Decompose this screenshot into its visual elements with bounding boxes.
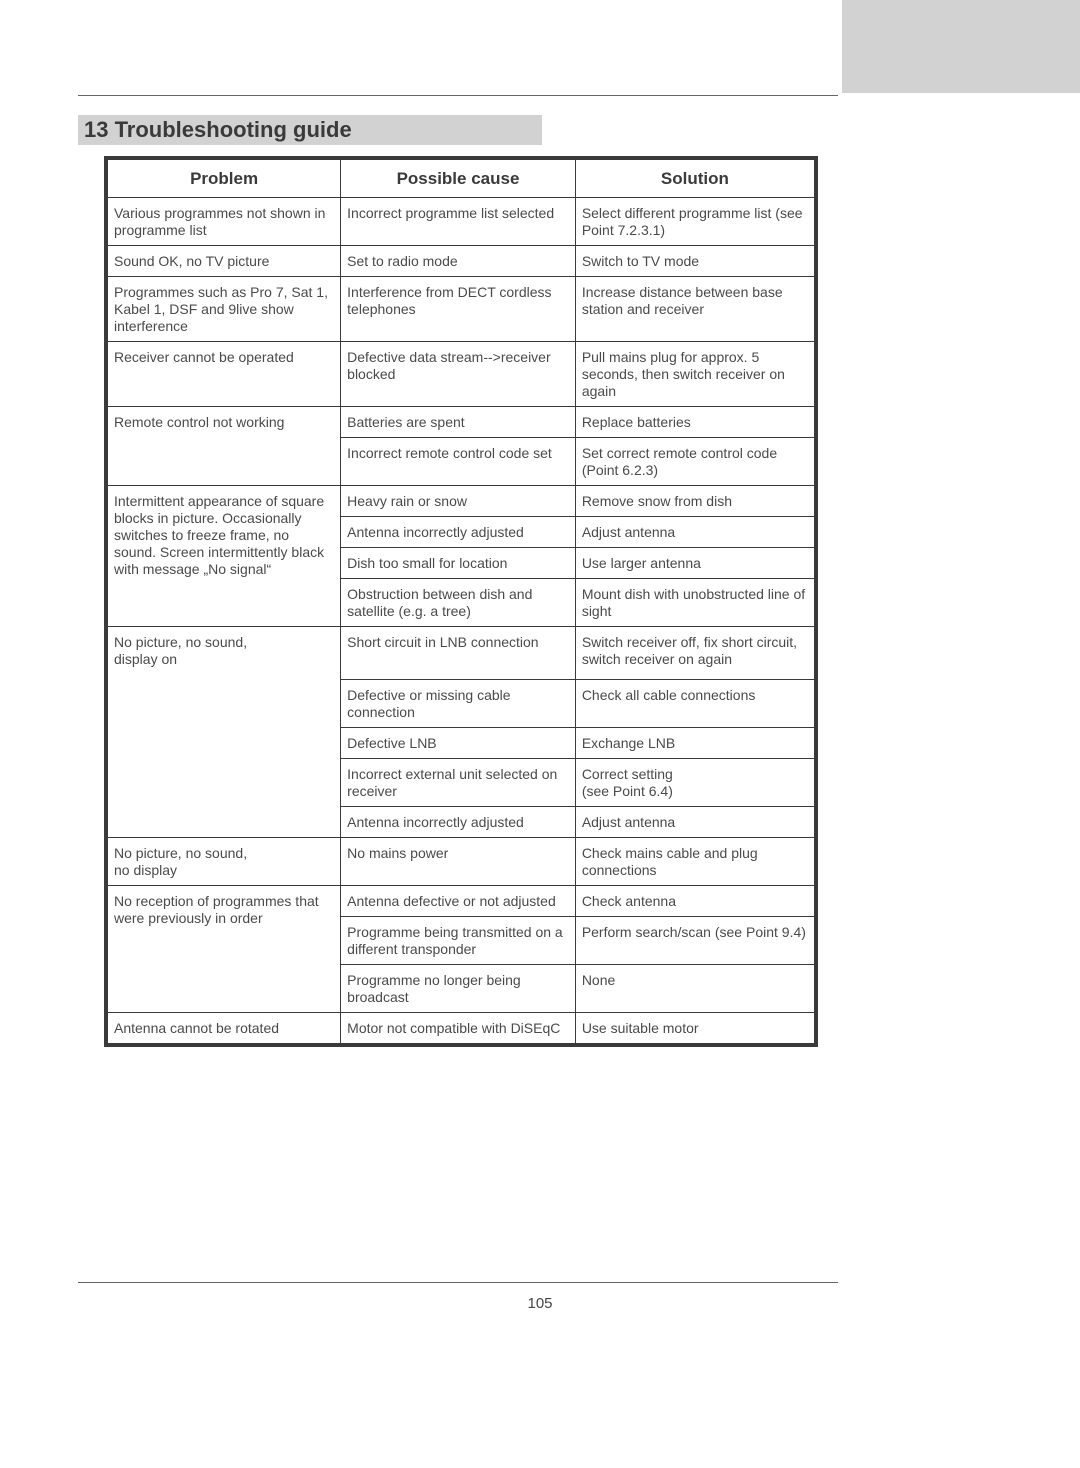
cell-solution: Mount dish with unobstructed line of sig… bbox=[575, 579, 816, 627]
table-header-row: Problem Possible cause Solution bbox=[106, 158, 816, 198]
cell-problem: Antenna cannot be rotated bbox=[106, 1013, 341, 1046]
cell-solution: Select different programme list (see Poi… bbox=[575, 198, 816, 246]
cell-cause: Incorrect remote control code set bbox=[341, 438, 576, 486]
table-row: Intermittent appearance of square blocks… bbox=[106, 486, 816, 517]
cell-solution: None bbox=[575, 965, 816, 1013]
cell-solution: Adjust antenna bbox=[575, 517, 816, 548]
cell-solution: Remove snow from dish bbox=[575, 486, 816, 517]
page-number: 105 bbox=[0, 1295, 1080, 1312]
table-row: Antenna cannot be rotatedMotor not compa… bbox=[106, 1013, 816, 1046]
cell-problem: No picture, no sound,display on bbox=[106, 627, 341, 838]
cell-solution: Check antenna bbox=[575, 886, 816, 917]
table-row: Sound OK, no TV pictureSet to radio mode… bbox=[106, 246, 816, 277]
troubleshooting-table: Problem Possible cause Solution Various … bbox=[104, 156, 818, 1047]
table-row: Receiver cannot be operatedDefective dat… bbox=[106, 342, 816, 407]
table-row: No picture, no sound,display onShort cir… bbox=[106, 627, 816, 680]
cell-cause: Antenna defective or not adjusted bbox=[341, 886, 576, 917]
cell-cause: Heavy rain or snow bbox=[341, 486, 576, 517]
cell-problem: No reception of programmes that were pre… bbox=[106, 886, 341, 1013]
cell-problem: Various programmes not shown in programm… bbox=[106, 198, 341, 246]
cell-solution: Exchange LNB bbox=[575, 728, 816, 759]
bottom-rule bbox=[78, 1282, 838, 1283]
cell-cause: Short circuit in LNB connection bbox=[341, 627, 576, 680]
cell-problem: Receiver cannot be operated bbox=[106, 342, 341, 407]
cell-cause: Set to radio mode bbox=[341, 246, 576, 277]
cell-problem: No picture, no sound,no display bbox=[106, 838, 341, 886]
cell-cause: Defective LNB bbox=[341, 728, 576, 759]
cell-solution: Use larger antenna bbox=[575, 548, 816, 579]
cell-cause: Incorrect programme list selected bbox=[341, 198, 576, 246]
manual-page: 13 Troubleshooting guide Problem Possibl… bbox=[0, 0, 1080, 1468]
table-row: No reception of programmes that were pre… bbox=[106, 886, 816, 917]
cell-cause: Batteries are spent bbox=[341, 407, 576, 438]
cell-solution: Use suitable motor bbox=[575, 1013, 816, 1046]
cell-cause: Incorrect external unit selected on rece… bbox=[341, 759, 576, 807]
troubleshooting-table-wrap: Problem Possible cause Solution Various … bbox=[104, 156, 818, 1047]
top-rule bbox=[78, 95, 838, 96]
top-grey-block bbox=[842, 0, 1080, 93]
cell-solution: Correct setting(see Point 6.4) bbox=[575, 759, 816, 807]
col-header-cause: Possible cause bbox=[341, 158, 576, 198]
cell-solution: Replace batteries bbox=[575, 407, 816, 438]
cell-cause: Dish too small for location bbox=[341, 548, 576, 579]
cell-cause: Motor not compatible with DiSEqC bbox=[341, 1013, 576, 1046]
col-header-solution: Solution bbox=[575, 158, 816, 198]
cell-problem: Intermittent appearance of square blocks… bbox=[106, 486, 341, 627]
cell-solution: Increase distance between base station a… bbox=[575, 277, 816, 342]
table-row: Various programmes not shown in programm… bbox=[106, 198, 816, 246]
section-heading-bar: 13 Troubleshooting guide bbox=[78, 115, 542, 145]
table-row: Programmes such as Pro 7, Sat 1, Kabel 1… bbox=[106, 277, 816, 342]
cell-problem: Remote control not working bbox=[106, 407, 341, 486]
cell-solution: Perform search/scan (see Point 9.4) bbox=[575, 917, 816, 965]
cell-problem: Sound OK, no TV picture bbox=[106, 246, 341, 277]
cell-solution: Switch receiver off, fix short circuit, … bbox=[575, 627, 816, 680]
col-header-problem: Problem bbox=[106, 158, 341, 198]
cell-solution: Check all cable connections bbox=[575, 680, 816, 728]
cell-cause: Interference from DECT cordless telephon… bbox=[341, 277, 576, 342]
cell-cause: Programme no longer being broadcast bbox=[341, 965, 576, 1013]
cell-cause: Antenna incorrectly adjusted bbox=[341, 517, 576, 548]
table-row: Remote control not workingBatteries are … bbox=[106, 407, 816, 438]
cell-cause: Defective data stream-->receiver blocked bbox=[341, 342, 576, 407]
cell-solution: Check mains cable and plug connections bbox=[575, 838, 816, 886]
cell-problem: Programmes such as Pro 7, Sat 1, Kabel 1… bbox=[106, 277, 341, 342]
cell-cause: Programme being transmitted on a differe… bbox=[341, 917, 576, 965]
cell-solution: Pull mains plug for approx. 5 seconds, t… bbox=[575, 342, 816, 407]
cell-cause: Obstruction between dish and satellite (… bbox=[341, 579, 576, 627]
cell-cause: Antenna incorrectly adjusted bbox=[341, 807, 576, 838]
cell-cause: No mains power bbox=[341, 838, 576, 886]
cell-cause: Defective or missing cable connection bbox=[341, 680, 576, 728]
cell-solution: Switch to TV mode bbox=[575, 246, 816, 277]
cell-solution: Set correct remote control code (Point 6… bbox=[575, 438, 816, 486]
cell-solution: Adjust antenna bbox=[575, 807, 816, 838]
section-heading: 13 Troubleshooting guide bbox=[84, 117, 352, 143]
table-row: No picture, no sound,no displayNo mains … bbox=[106, 838, 816, 886]
